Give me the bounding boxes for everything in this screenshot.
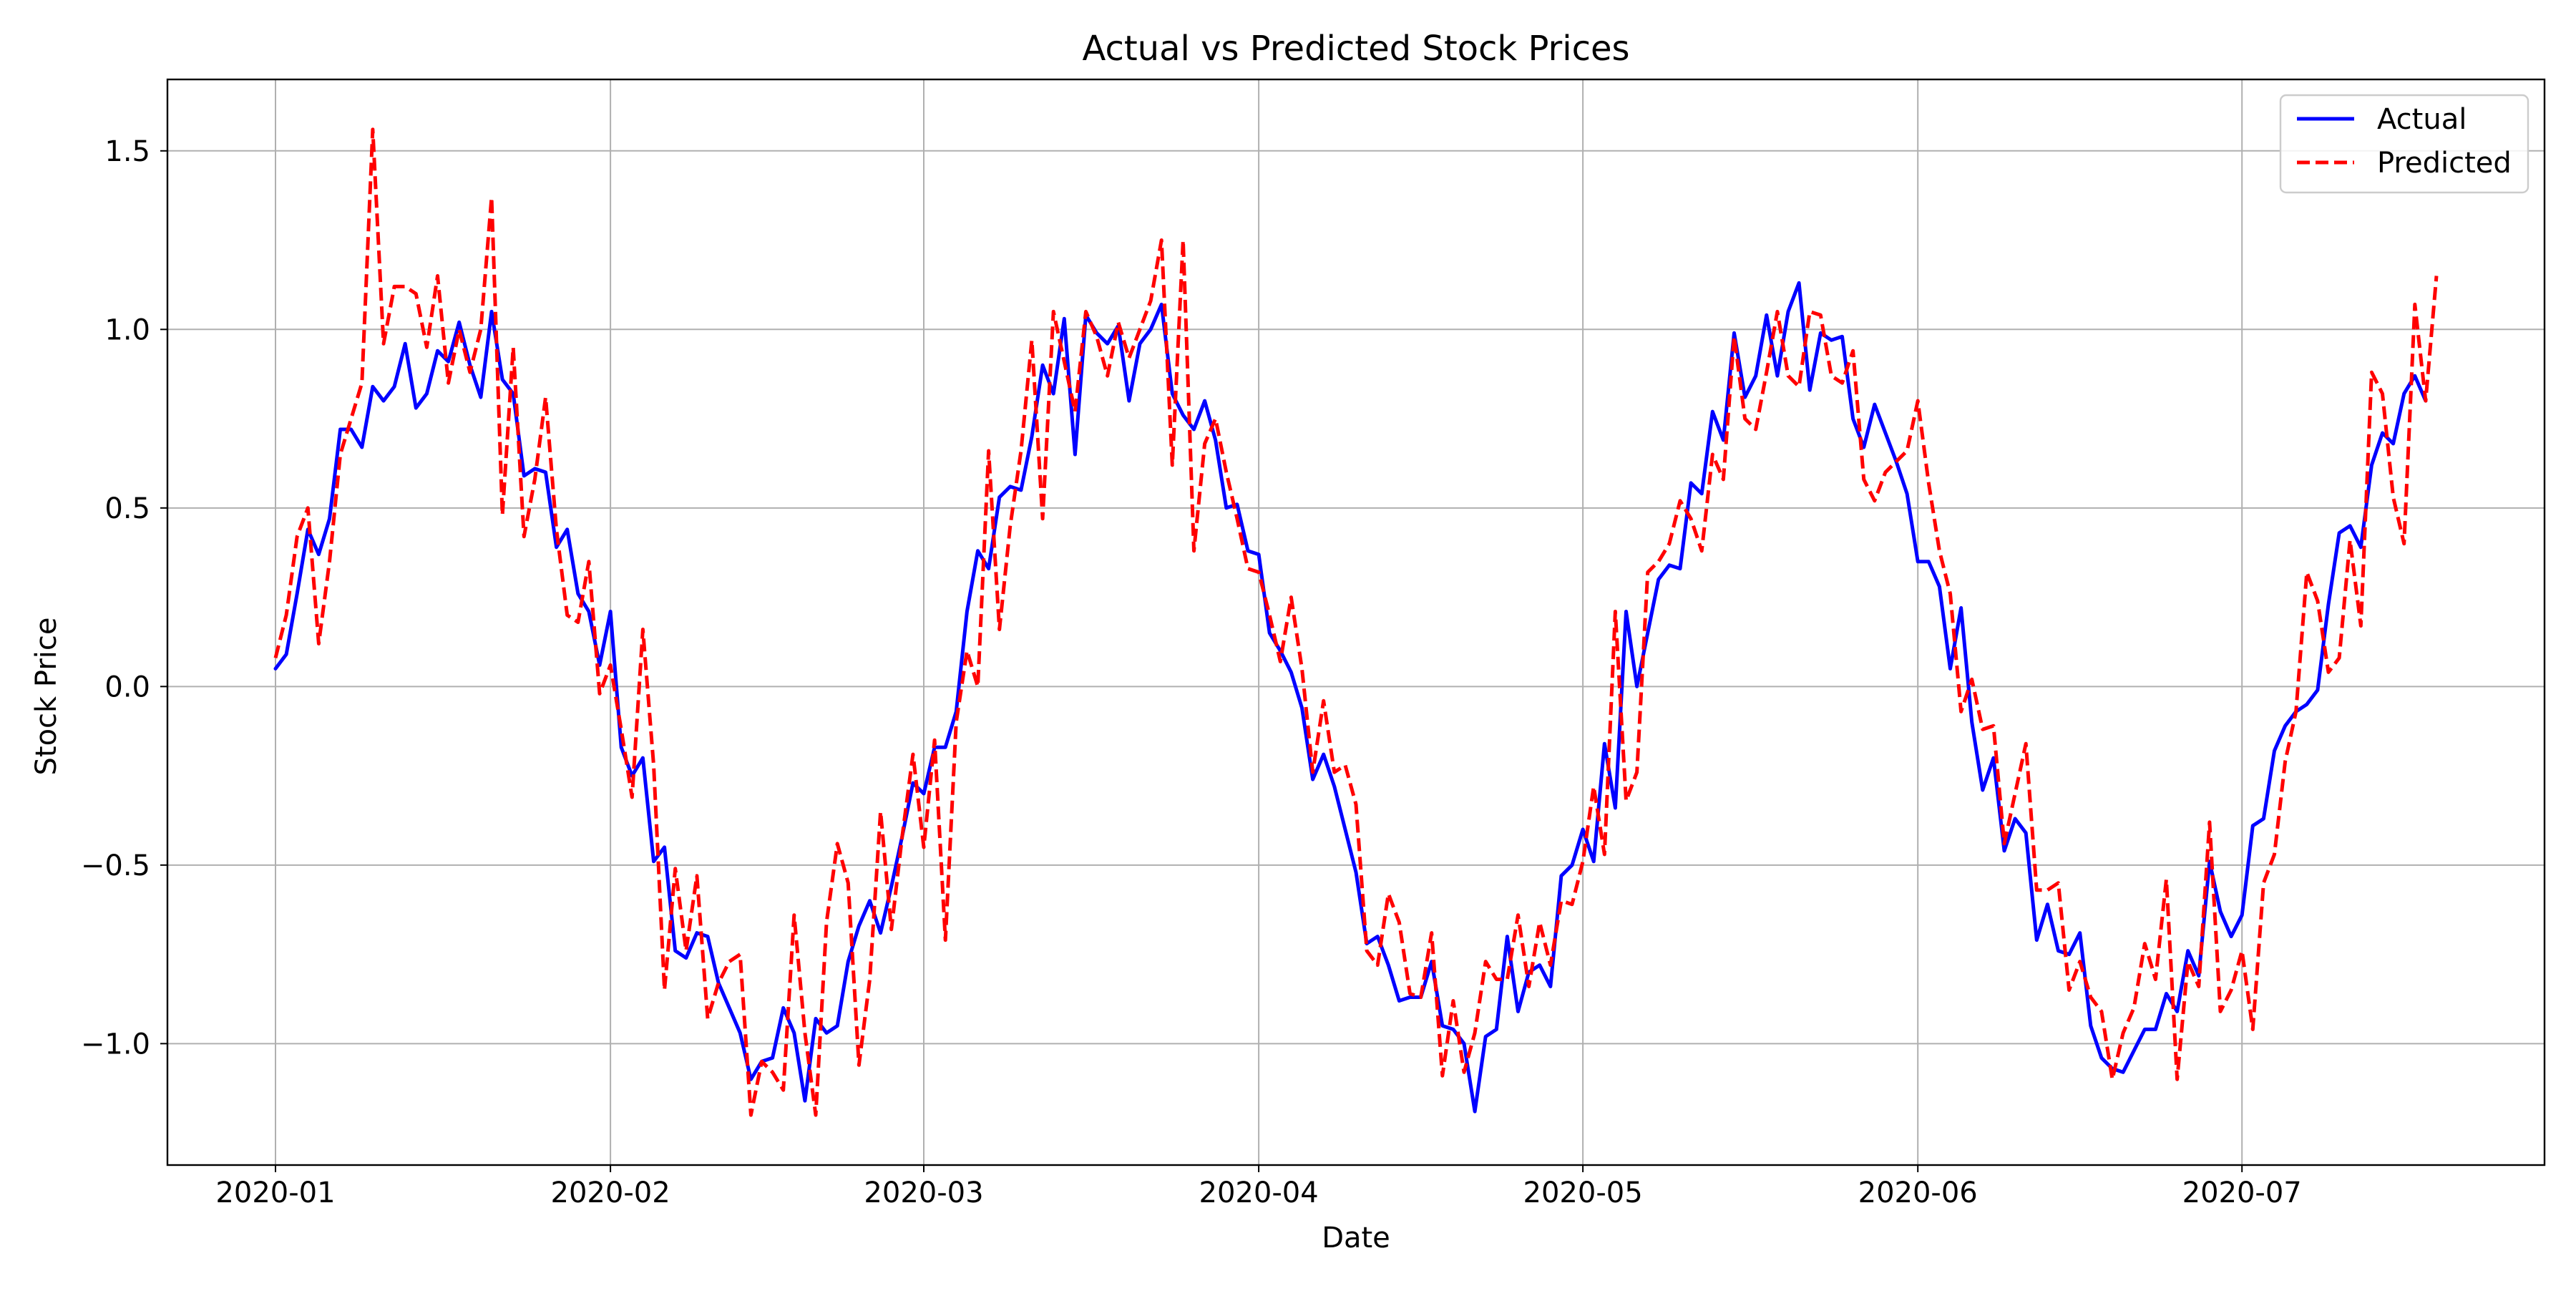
legend-label-predicted: Predicted (2377, 147, 2512, 180)
y-axis-label: Stock Price (30, 618, 63, 776)
legend-label-actual: Actual (2377, 103, 2467, 136)
y-tick-label: −1.0 (81, 1028, 150, 1061)
y-tick-label: −0.5 (81, 849, 150, 882)
x-tick-label: 2020-01 (215, 1176, 335, 1209)
y-tick-label: 1.0 (104, 313, 150, 346)
x-tick-label: 2020-06 (1858, 1176, 1978, 1209)
y-tick-label: 0.5 (104, 492, 150, 525)
legend: Actual Predicted (2279, 94, 2529, 194)
y-tick-label: 1.5 (104, 135, 150, 168)
x-tick-label: 2020-04 (1199, 1176, 1319, 1209)
plot-frame (166, 78, 2546, 1166)
series-line-predicted (273, 127, 2439, 1117)
y-tick-label: 0.0 (104, 671, 150, 703)
x-tick-label: 2020-07 (2182, 1176, 2302, 1209)
axis-ticks: 2020-01 2020-02 2020-03 2020-04 2020-05 2020-… (81, 135, 2302, 1209)
chart-title: Actual vs Predicted Stock Prices (1082, 29, 1629, 69)
x-axis-label: Date (1322, 1222, 1390, 1255)
series-line-actual (273, 281, 2428, 1114)
x-tick-label: 2020-05 (1523, 1176, 1643, 1209)
x-tick-label: 2020-03 (864, 1176, 983, 1209)
x-tick-label: 2020-02 (551, 1176, 670, 1209)
series-layer (273, 127, 2439, 1117)
